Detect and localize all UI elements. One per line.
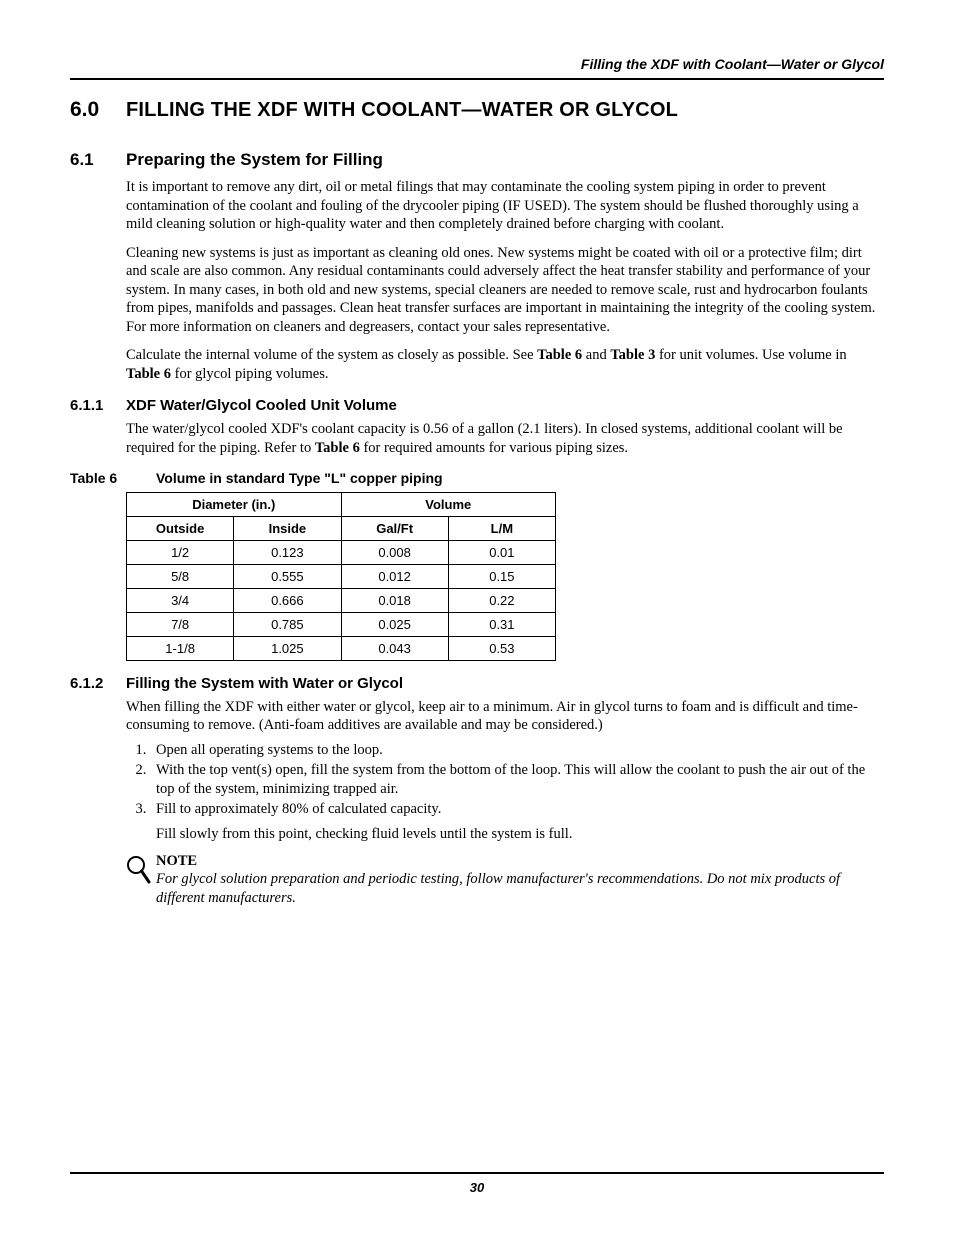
- procedure-step: Open all operating systems to the loop.: [150, 741, 884, 760]
- table-cell: 0.123: [234, 540, 341, 564]
- heading-6-1-1: 6.1.1 XDF Water/Glycol Cooled Unit Volum…: [70, 397, 884, 414]
- paragraph: Calculate the internal volume of the sys…: [126, 346, 884, 383]
- text-run: for unit volumes. Use volume in: [655, 347, 846, 363]
- table-cell: 0.018: [341, 588, 448, 612]
- table-header-cell: Volume: [341, 492, 556, 516]
- table-cell: 5/8: [127, 564, 234, 588]
- paragraph: It is important to remove any dirt, oil …: [126, 178, 884, 234]
- top-rule: [70, 78, 884, 80]
- table-cell: 1-1/8: [127, 636, 234, 660]
- table-cell: 0.22: [448, 588, 555, 612]
- table-cell: 1/2: [127, 540, 234, 564]
- table-cell: 0.043: [341, 636, 448, 660]
- table-cell: 3/4: [127, 588, 234, 612]
- heading-number: 6.0: [70, 98, 126, 122]
- table-header-cell: Gal/Ft: [341, 516, 448, 540]
- table-row: 5/80.5550.0120.15: [127, 564, 556, 588]
- magnifier-icon: [126, 853, 156, 907]
- table-header-cell: L/M: [448, 516, 555, 540]
- table-cell: 0.15: [448, 564, 555, 588]
- heading-text: XDF Water/Glycol Cooled Unit Volume: [126, 397, 397, 414]
- step-continuation: Fill slowly from this point, checking fl…: [156, 825, 884, 844]
- table-cell: 0.785: [234, 612, 341, 636]
- heading-6-1: 6.1 Preparing the System for Filling: [70, 150, 884, 170]
- procedure-step: Fill to approximately 80% of calculated …: [150, 800, 884, 819]
- table-header-row: Outside Inside Gal/Ft L/M: [127, 516, 556, 540]
- table-cell: 0.025: [341, 612, 448, 636]
- heading-6-1-2: 6.1.2 Filling the System with Water or G…: [70, 675, 884, 692]
- footer-rule: [70, 1172, 884, 1174]
- text-run: Calculate the internal volume of the sys…: [126, 347, 537, 363]
- heading-text: Filling the System with Water or Glycol: [126, 675, 403, 692]
- text-run: and: [582, 347, 610, 363]
- table-header-row: Diameter (in.) Volume: [127, 492, 556, 516]
- heading-text: Preparing the System for Filling: [126, 150, 383, 170]
- table-6: Diameter (in.) Volume Outside Inside Gal…: [126, 492, 556, 661]
- heading-6-0: 6.0 FILLING THE XDF WITH COOLANT—WATER O…: [70, 98, 884, 122]
- page-footer: 30: [70, 1172, 884, 1195]
- note-block: NOTE For glycol solution preparation and…: [126, 853, 884, 907]
- running-head: Filling the XDF with Coolant—Water or Gl…: [70, 56, 884, 72]
- table-header-cell: Outside: [127, 516, 234, 540]
- paragraph: When filling the XDF with either water o…: [126, 698, 884, 735]
- table-cell: 0.01: [448, 540, 555, 564]
- table-cell: 0.008: [341, 540, 448, 564]
- heading-number: 6.1.1: [70, 397, 126, 414]
- table-header-cell: Inside: [234, 516, 341, 540]
- table-cell: 0.53: [448, 636, 555, 660]
- heading-number: 6.1.2: [70, 675, 126, 692]
- table-row: 1-1/81.0250.0430.53: [127, 636, 556, 660]
- table-xref: Table 3: [610, 347, 655, 363]
- table-cell: 1.025: [234, 636, 341, 660]
- note-label: NOTE: [156, 853, 884, 870]
- table-cell: 0.012: [341, 564, 448, 588]
- paragraph: The water/glycol cooled XDF's coolant ca…: [126, 420, 884, 457]
- note-content: For glycol solution preparation and peri…: [156, 870, 884, 907]
- text-run: for required amounts for various piping …: [360, 440, 628, 456]
- table-xref: Table 6: [126, 366, 171, 382]
- table-row: 1/20.1230.0080.01: [127, 540, 556, 564]
- table-label: Table 6: [70, 470, 156, 486]
- heading-text: FILLING THE XDF WITH COOLANT—WATER OR GL…: [126, 99, 678, 122]
- table-row: 3/40.6660.0180.22: [127, 588, 556, 612]
- table-caption-text: Volume in standard Type "L" copper pipin…: [156, 470, 443, 486]
- page-number: 30: [70, 1180, 884, 1195]
- heading-number: 6.1: [70, 150, 126, 170]
- table-cell: 0.31: [448, 612, 555, 636]
- table-xref: Table 6: [537, 347, 582, 363]
- table-xref: Table 6: [315, 440, 360, 456]
- table-row: 7/80.7850.0250.31: [127, 612, 556, 636]
- procedure-step: With the top vent(s) open, fill the syst…: [150, 761, 884, 798]
- text-run: for glycol piping volumes.: [171, 366, 328, 382]
- table-6-caption: Table 6 Volume in standard Type "L" copp…: [70, 470, 884, 486]
- procedure-steps: Open all operating systems to the loop.W…: [126, 741, 884, 819]
- table-header-cell: Diameter (in.): [127, 492, 342, 516]
- table-cell: 0.666: [234, 588, 341, 612]
- table-cell: 0.555: [234, 564, 341, 588]
- paragraph: Cleaning new systems is just as importan…: [126, 244, 884, 337]
- table-cell: 7/8: [127, 612, 234, 636]
